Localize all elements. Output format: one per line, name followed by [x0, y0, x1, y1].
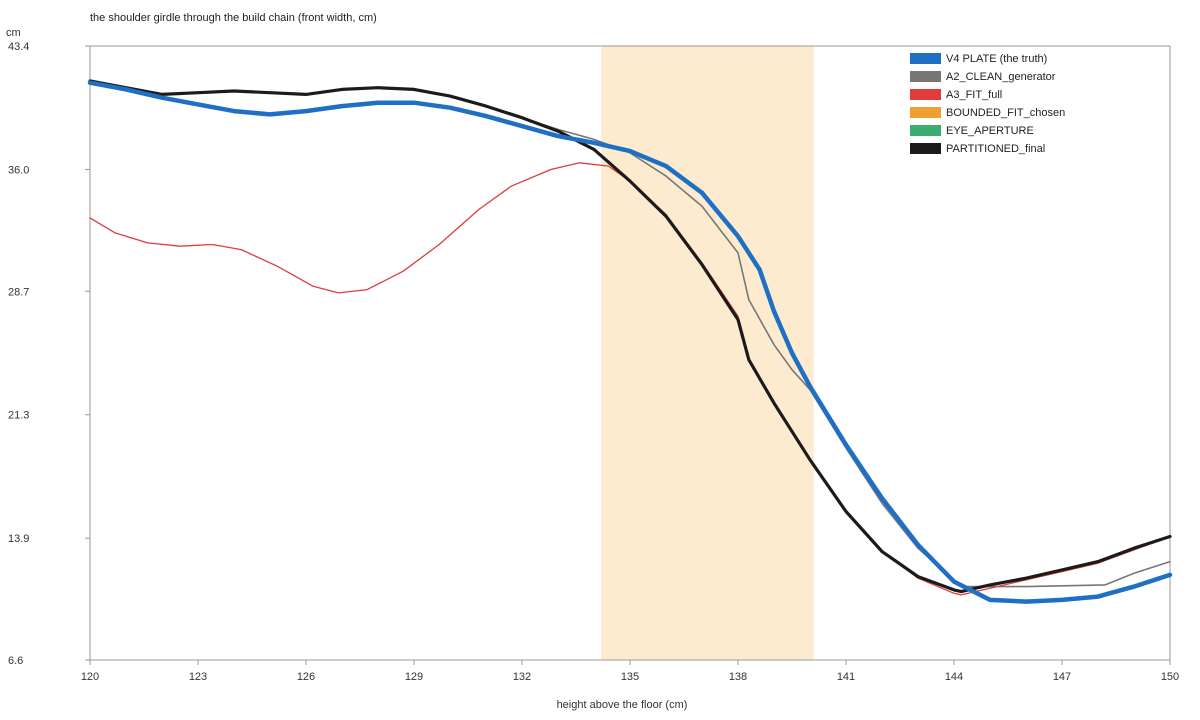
legend-label: PARTITIONED_final — [946, 143, 1045, 155]
x-tick-label: 150 — [1161, 671, 1179, 683]
legend-swatch — [910, 143, 941, 154]
legend-label: BOUNDED_FIT_chosen — [946, 107, 1065, 119]
x-tick-label: 129 — [405, 671, 423, 683]
legend-swatch — [910, 71, 941, 82]
y-tick-label: 43.4 — [8, 41, 29, 53]
axis-layer: 120 123 126 129 132 135 138 141 144 147 150 6.6 13.9… — [8, 41, 1179, 683]
legend-label: EYE_APERTURE — [946, 125, 1034, 137]
x-axis-label: height above the floor (cm) — [557, 699, 688, 711]
y-tick-label: 21.3 — [8, 410, 29, 422]
y-tick-label: 13.9 — [8, 533, 29, 545]
legend-label: A3_FIT_full — [946, 89, 1002, 101]
legend-swatch — [910, 53, 941, 64]
series-line-5 — [88, 79, 1172, 594]
x-tick-label: 138 — [729, 671, 747, 683]
x-tick-label: 120 — [81, 671, 99, 683]
highlight-band-layer — [601, 46, 814, 660]
legend-swatch — [910, 107, 941, 118]
x-tick-label: 126 — [297, 671, 315, 683]
legend-swatch — [910, 125, 941, 136]
legend-label: V4 PLATE (the truth) — [946, 53, 1047, 65]
x-tick-label: 147 — [1053, 671, 1071, 683]
series-line-0 — [87, 80, 1173, 604]
x-tick-label: 132 — [513, 671, 531, 683]
legend: V4 PLATE (the truth) A2_CLEAN_generator A3… — [910, 53, 1065, 155]
y-axis-unit-label: cm — [6, 27, 21, 39]
highlight-band — [601, 46, 814, 660]
y-tick-label: 6.6 — [8, 655, 23, 667]
x-tick-label: 141 — [837, 671, 855, 683]
series-layer — [87, 79, 1173, 604]
y-tick-label: 28.7 — [8, 286, 29, 298]
legend-swatch — [910, 89, 941, 100]
x-tick-label: 123 — [189, 671, 207, 683]
x-tick-label: 144 — [945, 671, 963, 683]
y-tick-label: 36.0 — [8, 164, 29, 176]
chart-title: the shoulder girdle through the build ch… — [90, 12, 377, 24]
legend-label: A2_CLEAN_generator — [946, 71, 1056, 83]
x-tick-label: 135 — [621, 671, 639, 683]
